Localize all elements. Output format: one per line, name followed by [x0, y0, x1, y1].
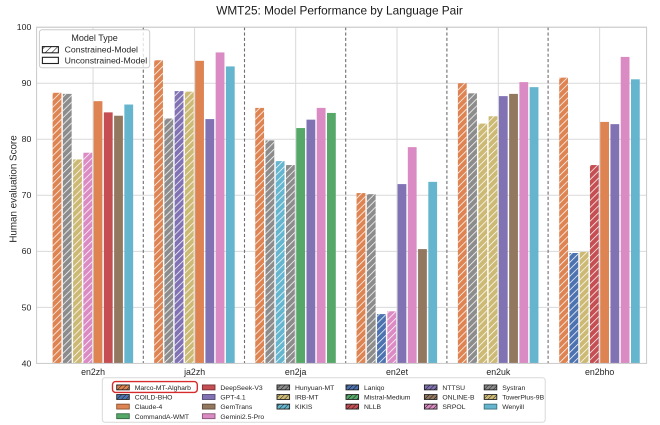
svg-text:en2bho: en2bho [585, 367, 614, 377]
svg-text:CommandA-WMT: CommandA-WMT [135, 414, 189, 421]
svg-text:Laniqo: Laniqo [364, 385, 385, 392]
svg-text:Unconstrained-Model: Unconstrained-Model [65, 55, 148, 65]
svg-text:90: 90 [22, 78, 32, 88]
svg-text:Constrained-Model: Constrained-Model [65, 45, 138, 55]
svg-text:60: 60 [22, 246, 32, 256]
svg-text:ja2zh: ja2zh [183, 367, 205, 377]
svg-text:Gemini2.5-Pro: Gemini2.5-Pro [220, 414, 264, 421]
svg-text:IRB-MT: IRB-MT [295, 395, 318, 402]
svg-text:Claude-4: Claude-4 [135, 404, 163, 411]
svg-text:Hunyuan-MT: Hunyuan-MT [295, 385, 334, 392]
svg-text:NLLB: NLLB [364, 404, 381, 411]
svg-text:Human evaluation Score: Human evaluation Score [9, 135, 20, 243]
svg-text:Wenyill: Wenyill [502, 404, 524, 411]
svg-text:SRPOL: SRPOL [442, 404, 465, 411]
svg-text:40: 40 [22, 358, 32, 368]
svg-text:DeepSeek-V3: DeepSeek-V3 [220, 385, 263, 392]
svg-text:en2et: en2et [386, 367, 409, 377]
svg-text:GPT-4.1: GPT-4.1 [220, 395, 246, 402]
svg-text:NTTSU: NTTSU [442, 385, 465, 392]
svg-text:Systran: Systran [502, 385, 525, 392]
svg-text:Mistral-Medium: Mistral-Medium [364, 395, 411, 402]
svg-text:80: 80 [22, 134, 32, 144]
svg-text:100: 100 [17, 22, 32, 32]
svg-text:ONLINE-B: ONLINE-B [442, 395, 475, 402]
svg-text:en2ja: en2ja [285, 367, 307, 377]
svg-text:GemTrans: GemTrans [220, 404, 252, 411]
svg-text:TowerPlus-9B: TowerPlus-9B [502, 395, 544, 402]
svg-text:Marco-MT-Algharb: Marco-MT-Algharb [135, 385, 191, 392]
svg-text:50: 50 [22, 302, 32, 312]
svg-text:en2zh: en2zh [81, 367, 105, 377]
svg-text:en2uk: en2uk [486, 367, 511, 377]
svg-text:COILD-BHO: COILD-BHO [135, 395, 173, 402]
svg-text:70: 70 [22, 190, 32, 200]
svg-text:Model Type: Model Type [71, 33, 117, 43]
svg-text:KIKIS: KIKIS [295, 404, 313, 411]
svg-text:WMT25: Model Performance by La: WMT25: Model Performance by Language Pai… [216, 4, 463, 18]
